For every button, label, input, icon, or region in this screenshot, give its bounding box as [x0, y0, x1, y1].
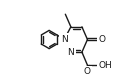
Text: O: O — [84, 67, 91, 76]
Text: N: N — [61, 35, 68, 44]
Text: OH: OH — [98, 61, 112, 70]
Text: O: O — [99, 35, 105, 44]
Text: N: N — [68, 48, 74, 57]
